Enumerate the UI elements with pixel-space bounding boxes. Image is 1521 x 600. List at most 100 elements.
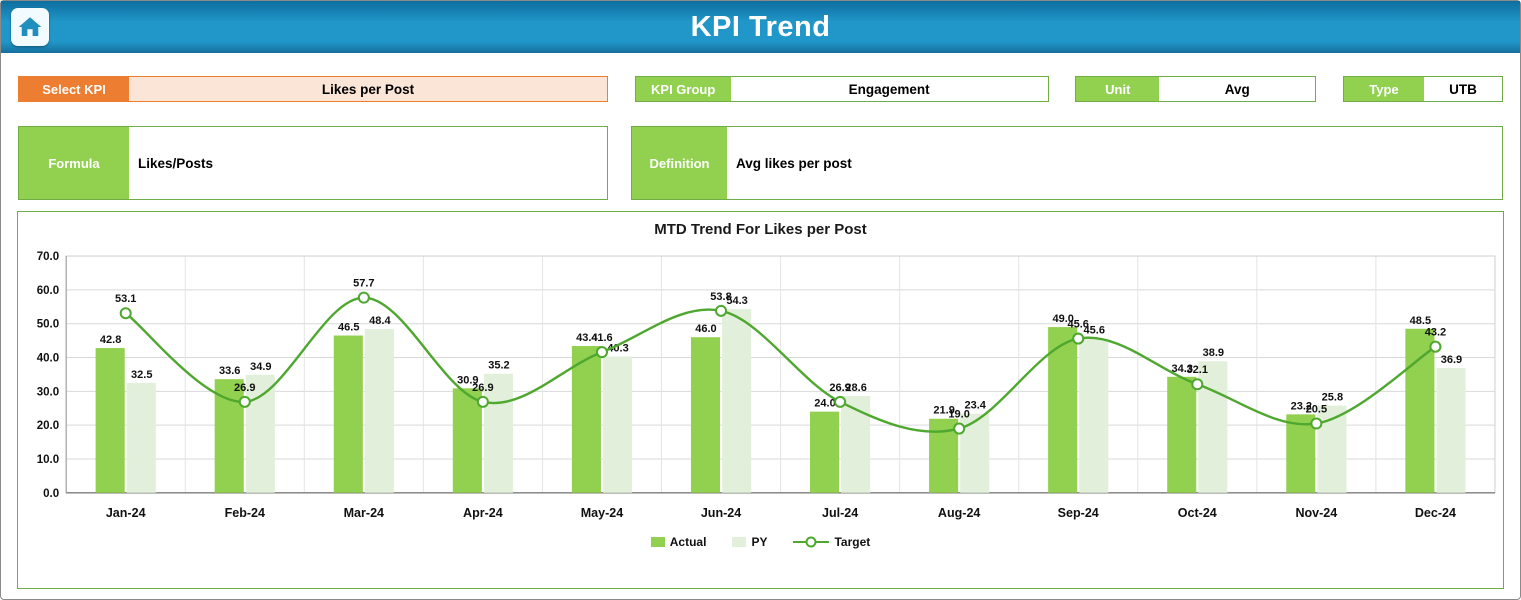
svg-text:26.9: 26.9: [234, 382, 255, 394]
svg-text:53.8: 53.8: [710, 291, 731, 303]
x-axis-label: Apr-24: [463, 506, 503, 520]
home-icon: [18, 17, 42, 36]
py-bar: [364, 329, 394, 493]
x-axis-label: Feb-24: [225, 506, 265, 520]
formula-label: Formula: [19, 127, 129, 199]
x-axis-label: Jun-24: [701, 506, 741, 520]
svg-text:48.5: 48.5: [1410, 315, 1431, 327]
home-button[interactable]: [11, 8, 49, 46]
svg-text:43.4: 43.4: [576, 332, 598, 344]
svg-text:70.0: 70.0: [37, 251, 59, 263]
svg-text:21.9: 21.9: [933, 405, 954, 417]
svg-text:10.0: 10.0: [37, 454, 59, 466]
svg-text:38.9: 38.9: [1203, 347, 1224, 359]
svg-text:34.9: 34.9: [250, 361, 271, 373]
x-axis-label: Nov-24: [1295, 506, 1337, 520]
formula-value: Likes/Posts: [129, 127, 607, 199]
legend-item-target: Target: [793, 535, 870, 549]
x-axis-label: May-24: [581, 506, 624, 520]
kpi-trend-chart: 0.0 10.0 20.0 30.0 40.0 50.0 60.0 70.0 42.8 32.5 J…: [37, 251, 1496, 520]
target-swatch-icon: [793, 536, 830, 548]
x-axis-label: Aug-24: [938, 506, 981, 520]
svg-text:28.6: 28.6: [845, 382, 866, 394]
py-bar: [1079, 338, 1109, 493]
py-bar: [126, 382, 156, 493]
legend-label-target: Target: [834, 534, 871, 549]
x-axis-label: Jul-24: [822, 506, 858, 520]
svg-text:48.4: 48.4: [369, 315, 391, 327]
kpi-group-field: KPI Group Engagement: [634, 76, 1049, 102]
svg-text:32.5: 32.5: [131, 369, 152, 381]
svg-text:36.9: 36.9: [1441, 354, 1462, 366]
svg-text:46.5: 46.5: [338, 322, 359, 334]
svg-text:42.8: 42.8: [100, 334, 121, 346]
svg-text:60.0: 60.0: [37, 285, 59, 297]
svg-text:57.7: 57.7: [353, 278, 374, 290]
unit-label: Unit: [1076, 77, 1160, 101]
select-kpi-label: Select KPI: [19, 77, 129, 101]
type-value: UTB: [1423, 77, 1502, 101]
gridlines: 0.0 10.0 20.0 30.0 40.0 50.0 60.0 70.0: [37, 251, 1496, 500]
legend-label-actual: Actual: [669, 534, 707, 549]
x-axis-label: Mar-24: [344, 506, 384, 520]
unit-value: Avg: [1159, 77, 1316, 101]
kpi-group-value: Engagement: [730, 77, 1048, 101]
actual-bar: [214, 379, 244, 493]
target-line: [124, 296, 1437, 433]
target-marker: [953, 422, 966, 435]
x-axis-label: Jan-24: [106, 506, 146, 520]
actual-bar: [809, 411, 840, 493]
svg-text:26.9: 26.9: [472, 382, 493, 394]
svg-text:49.0: 49.0: [1052, 313, 1073, 325]
definition-field: Definition Avg likes per post: [631, 126, 1503, 200]
svg-text:54.3: 54.3: [726, 295, 747, 307]
legend-item-actual: Actual: [650, 534, 707, 549]
svg-text:32.1: 32.1: [1187, 364, 1208, 376]
bar-labels: 42.8 32.5 Jan-24 33.6 34.9 Feb-24 46.5 48.4 Mar-…: [100, 295, 1462, 520]
target-marker: [1310, 417, 1323, 430]
py-bar: [1198, 361, 1228, 493]
actual-bar: [452, 388, 482, 493]
target-marker: [595, 346, 608, 359]
actual-swatch-icon: [650, 536, 665, 547]
actual-bar: [1405, 328, 1435, 493]
actual-bar: [1286, 414, 1316, 493]
target-marker: [119, 307, 132, 320]
header: KPI Trend: [1, 1, 1520, 53]
svg-text:20.5: 20.5: [1306, 403, 1327, 415]
actual-bar: [95, 348, 125, 493]
py-bar: [722, 309, 752, 493]
legend-item-py: PY: [732, 535, 767, 549]
type-label: Type: [1343, 77, 1424, 101]
actual-bar: [333, 335, 363, 493]
x-axis-label: Sep-24: [1058, 506, 1099, 520]
select-kpi-group: Select KPI Likes per Post: [18, 76, 608, 102]
svg-text:30.0: 30.0: [37, 386, 59, 398]
chart-panel: MTD Trend For Likes per Post 0.0 10.0 20.0…: [17, 211, 1504, 589]
formula-field: Formula Likes/Posts: [18, 126, 608, 200]
actual-bar: [1167, 376, 1197, 493]
svg-text:40.3: 40.3: [607, 342, 628, 354]
target-marker: [357, 291, 370, 304]
target-marker: [834, 395, 847, 408]
actual-bar: [690, 337, 721, 493]
legend-label-py: PY: [751, 534, 768, 549]
svg-text:35.2: 35.2: [488, 360, 509, 372]
target-marker: [1429, 340, 1442, 353]
type-field: Type UTB: [1342, 76, 1503, 102]
svg-text:41.6: 41.6: [591, 332, 612, 344]
target-marker: [1072, 332, 1085, 345]
select-kpi-dropdown[interactable]: Likes per Post: [129, 77, 607, 101]
actual-bar: [1048, 327, 1078, 493]
chart-title: MTD Trend For Likes per Post: [654, 221, 867, 238]
unit-field: Unit Avg: [1075, 76, 1317, 102]
svg-text:19.0: 19.0: [948, 409, 969, 421]
target-marker: [238, 395, 251, 408]
py-swatch-icon: [732, 536, 747, 547]
kpi-group-label: KPI Group: [635, 77, 731, 101]
target-marker: [715, 304, 728, 317]
py-bar: [841, 396, 871, 493]
svg-text:24.0: 24.0: [814, 398, 835, 410]
py-bar: [245, 374, 275, 493]
x-axis-label: Dec-24: [1415, 506, 1456, 520]
